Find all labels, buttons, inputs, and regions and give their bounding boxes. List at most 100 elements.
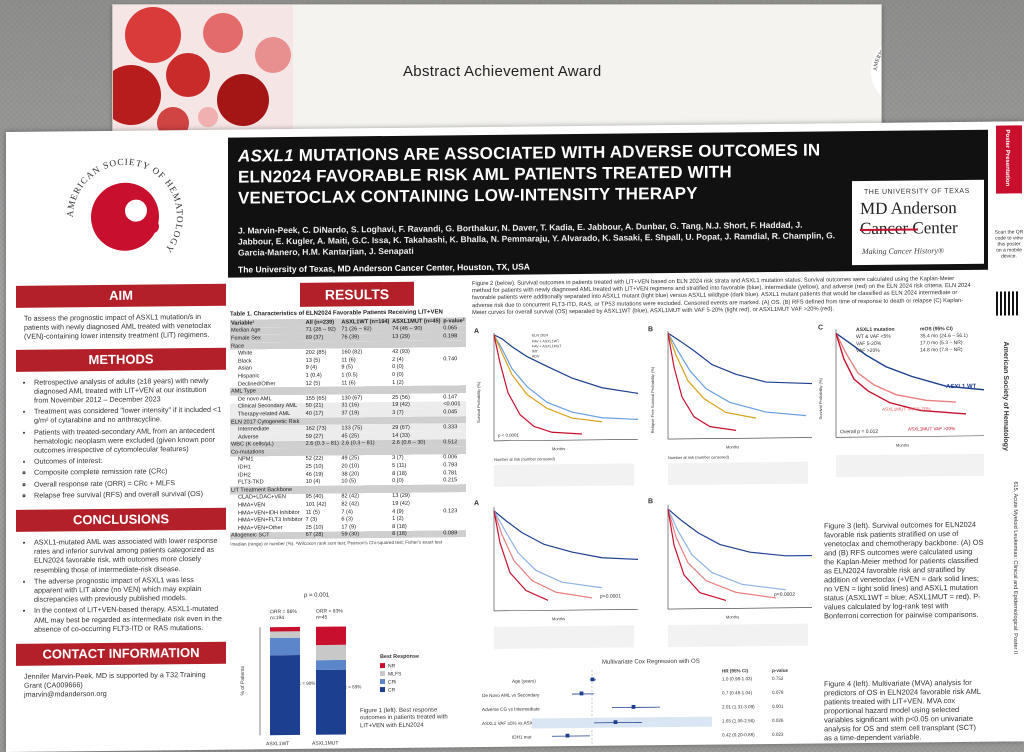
methods-heading: METHODS: [16, 347, 226, 372]
mos-value: 17.0 mo (5.3 – NR): [920, 340, 963, 346]
p-value-a: p < 0.0001: [498, 433, 519, 438]
mva-p: 0.078: [772, 690, 784, 695]
brand-text: Poster Presentation: [1004, 129, 1010, 187]
label-vaf-gt20: ASXL1MUT VAF >20%: [908, 426, 955, 431]
outcome-item: Overall response rate (ORR) = CRc + MLFS: [34, 477, 222, 488]
mos-value: 35.4 mo (24.6 – 56.1): [920, 333, 968, 340]
legend-c-item: VAF 5-20%: [856, 341, 882, 347]
panel-label: A: [474, 328, 479, 335]
curve-mut-ven: [493, 510, 593, 599]
legend-label: CR: [388, 687, 396, 693]
forest-point: [613, 720, 618, 725]
left-column: AIM To assess the prognostic impact of A…: [16, 283, 226, 708]
qr-code[interactable]: [996, 291, 1020, 316]
mva-hr: 0.7 (0.48-1.04): [722, 690, 753, 695]
curve-vaf-gt20: [835, 333, 967, 415]
xlabel-months: Months: [896, 443, 909, 448]
mda-tagline: Making Cancer History®: [862, 246, 945, 257]
curve-fav-mut: [493, 334, 639, 420]
outcome-item: Composite complete remission rate (CRc): [34, 466, 222, 477]
legend-label: MLFS: [388, 671, 402, 677]
bar-segment-mlfs: [270, 631, 300, 639]
legend-c-item: WT & VAF <5%: [856, 334, 891, 340]
results-heading: RESULTS: [300, 281, 414, 307]
at-risk-label: Number at risk (number censored): [494, 456, 556, 462]
curve-mut-ven: [667, 508, 777, 599]
legend-swatch: [380, 687, 385, 693]
at-risk-label: Number at risk (number censored): [668, 454, 730, 460]
mva-hr: 1.65 (1.06-2.56): [722, 718, 755, 723]
legend-a-item: FAV + ASXL1WT: [532, 339, 560, 343]
outcomes-label: Outcomes of interest:: [34, 455, 222, 466]
label-vaf-5-20: ASXL1MUT VAF 5-20%: [882, 406, 931, 412]
contact-body: Jennifer Marvin-Peek, MD is supported by…: [16, 670, 226, 708]
curve-wt-ven: [493, 510, 639, 560]
col-header: p-value²: [442, 317, 466, 326]
outcome-item: Relapse free survival (RFS) and overall …: [34, 489, 222, 500]
at-risk-table: [836, 453, 984, 478]
km-plot-3a: A p=0.0001 Months: [474, 500, 639, 649]
bar-segment-nr: [270, 626, 300, 632]
methods-item: Retrospective analysis of adults (≥18 ye…: [34, 375, 222, 405]
label-asxl1-wt: ASXL1 WT: [946, 384, 977, 390]
brand-badge: Poster Presentation: [996, 125, 1022, 194]
legend-label: NR: [388, 663, 396, 669]
author-list: J. Marvin-Peek, C. DiNardo, S. Loghavi, …: [238, 219, 836, 258]
xlabel-months: Months: [726, 444, 739, 449]
wt-n-label: n=194: [270, 615, 284, 621]
curve-wt-noven: [493, 510, 603, 589]
curve-fav-mut: [667, 332, 807, 417]
ash-poster-logo: AMERICAN SOCIETY OF HEMATOLOGY: [32, 143, 218, 286]
panel-label: C: [818, 324, 823, 331]
mva-hr: 0.42 (0.20-0.88): [722, 732, 755, 737]
aim-heading: AIM: [16, 283, 226, 308]
poster-title: ASXL1 MUTATIONS ARE ASSOCIATED WITH ADVE…: [238, 139, 848, 208]
at-risk-table: [668, 461, 808, 486]
bar-legend: NR MLFS CRi CR: [380, 663, 402, 693]
panel-label: A: [474, 500, 479, 507]
legend-c-title: ASXL1 mutation: [856, 327, 895, 333]
legend-c-item: VAF >20%: [856, 348, 880, 354]
row-label-cell: Allogeneic SCT: [230, 531, 305, 540]
table-footnote: ¹median (range) or number (%). ²Wilcoxon…: [230, 539, 443, 547]
ylab-os: Survival Probability (%): [476, 381, 481, 423]
methods-body: Retrospective analysis of adults (≥18 ye…: [16, 375, 226, 510]
mos-value: 14.8 mo (7.8 – NR): [920, 347, 963, 353]
curve-fav-wt: [667, 332, 813, 385]
mva-row-label: IDH1 mut: [512, 734, 532, 739]
bar-segment-cri: [316, 659, 346, 670]
fig4-caption: Figure 4 (left). Multivariate (MVA) anal…: [824, 677, 981, 743]
conclusions-body: ASXL1-mutated AML was associated with lo…: [16, 536, 226, 644]
curve-wt: [835, 332, 985, 391]
km-plot-3b: B p=0.0002 Months: [648, 498, 812, 648]
bar-marks: [259, 626, 346, 736]
forest-point: [590, 677, 595, 682]
curve-fav-wt: [493, 334, 639, 394]
mut-n-label: n=45: [316, 615, 327, 621]
aim-text: To assess the prognostic impact of ASXL1…: [24, 311, 212, 342]
at-risk-table: [494, 625, 634, 649]
mva-row-label: ASXL1 VAF ≥5% vs ASXL1 WT: [482, 720, 546, 726]
bar-chart-svg: p = 0.001 ORR = 86% ORR = 83% n=194 n=45…: [240, 593, 419, 748]
award-title: Abstract Achievement Award: [403, 63, 602, 80]
mva-row-label: De Novo AML vs Secondary: [482, 692, 540, 698]
mva-title: Multivariate Cox Regression with OS: [602, 659, 700, 666]
p-value-3b: p=0.0002: [774, 592, 795, 598]
forest-point: [631, 705, 636, 709]
characteristics-table: Table 1. Characteristics of ELN2024 Favo…: [230, 309, 466, 583]
curve-int: [493, 334, 603, 423]
mva-row-label: Age (years): [512, 678, 536, 683]
mos-title: mOS (95% CI): [920, 326, 953, 332]
methods-item: Patients with treated-secondary AML from…: [34, 425, 222, 455]
ylab-os-c: Survival Probability (%): [818, 377, 823, 419]
contact-email: jmarvin@mdanderson.org: [24, 689, 107, 700]
p-header: p-value: [772, 668, 789, 673]
ash-logo: AMERICAN SOCIETY OF HEMATOLOGY: [871, 37, 881, 96]
fig3-caption: Figure 3 (left). Survival outcomes for E…: [824, 519, 984, 621]
hr-header: HR (95% CI): [722, 668, 749, 673]
km-plot-a: A Survival Probability (%) ELN 2024 FAV …: [474, 328, 639, 487]
bar-segment-cri: [270, 637, 300, 656]
conclusions-heading: CONCLUSIONS: [16, 507, 226, 532]
conclusion-item: In the context of LIT+VEN-based therapy,…: [34, 604, 222, 634]
poster: AMERICAN SOCIETY OF HEMATOLOGY ASXL1 MUT…: [6, 121, 1024, 752]
